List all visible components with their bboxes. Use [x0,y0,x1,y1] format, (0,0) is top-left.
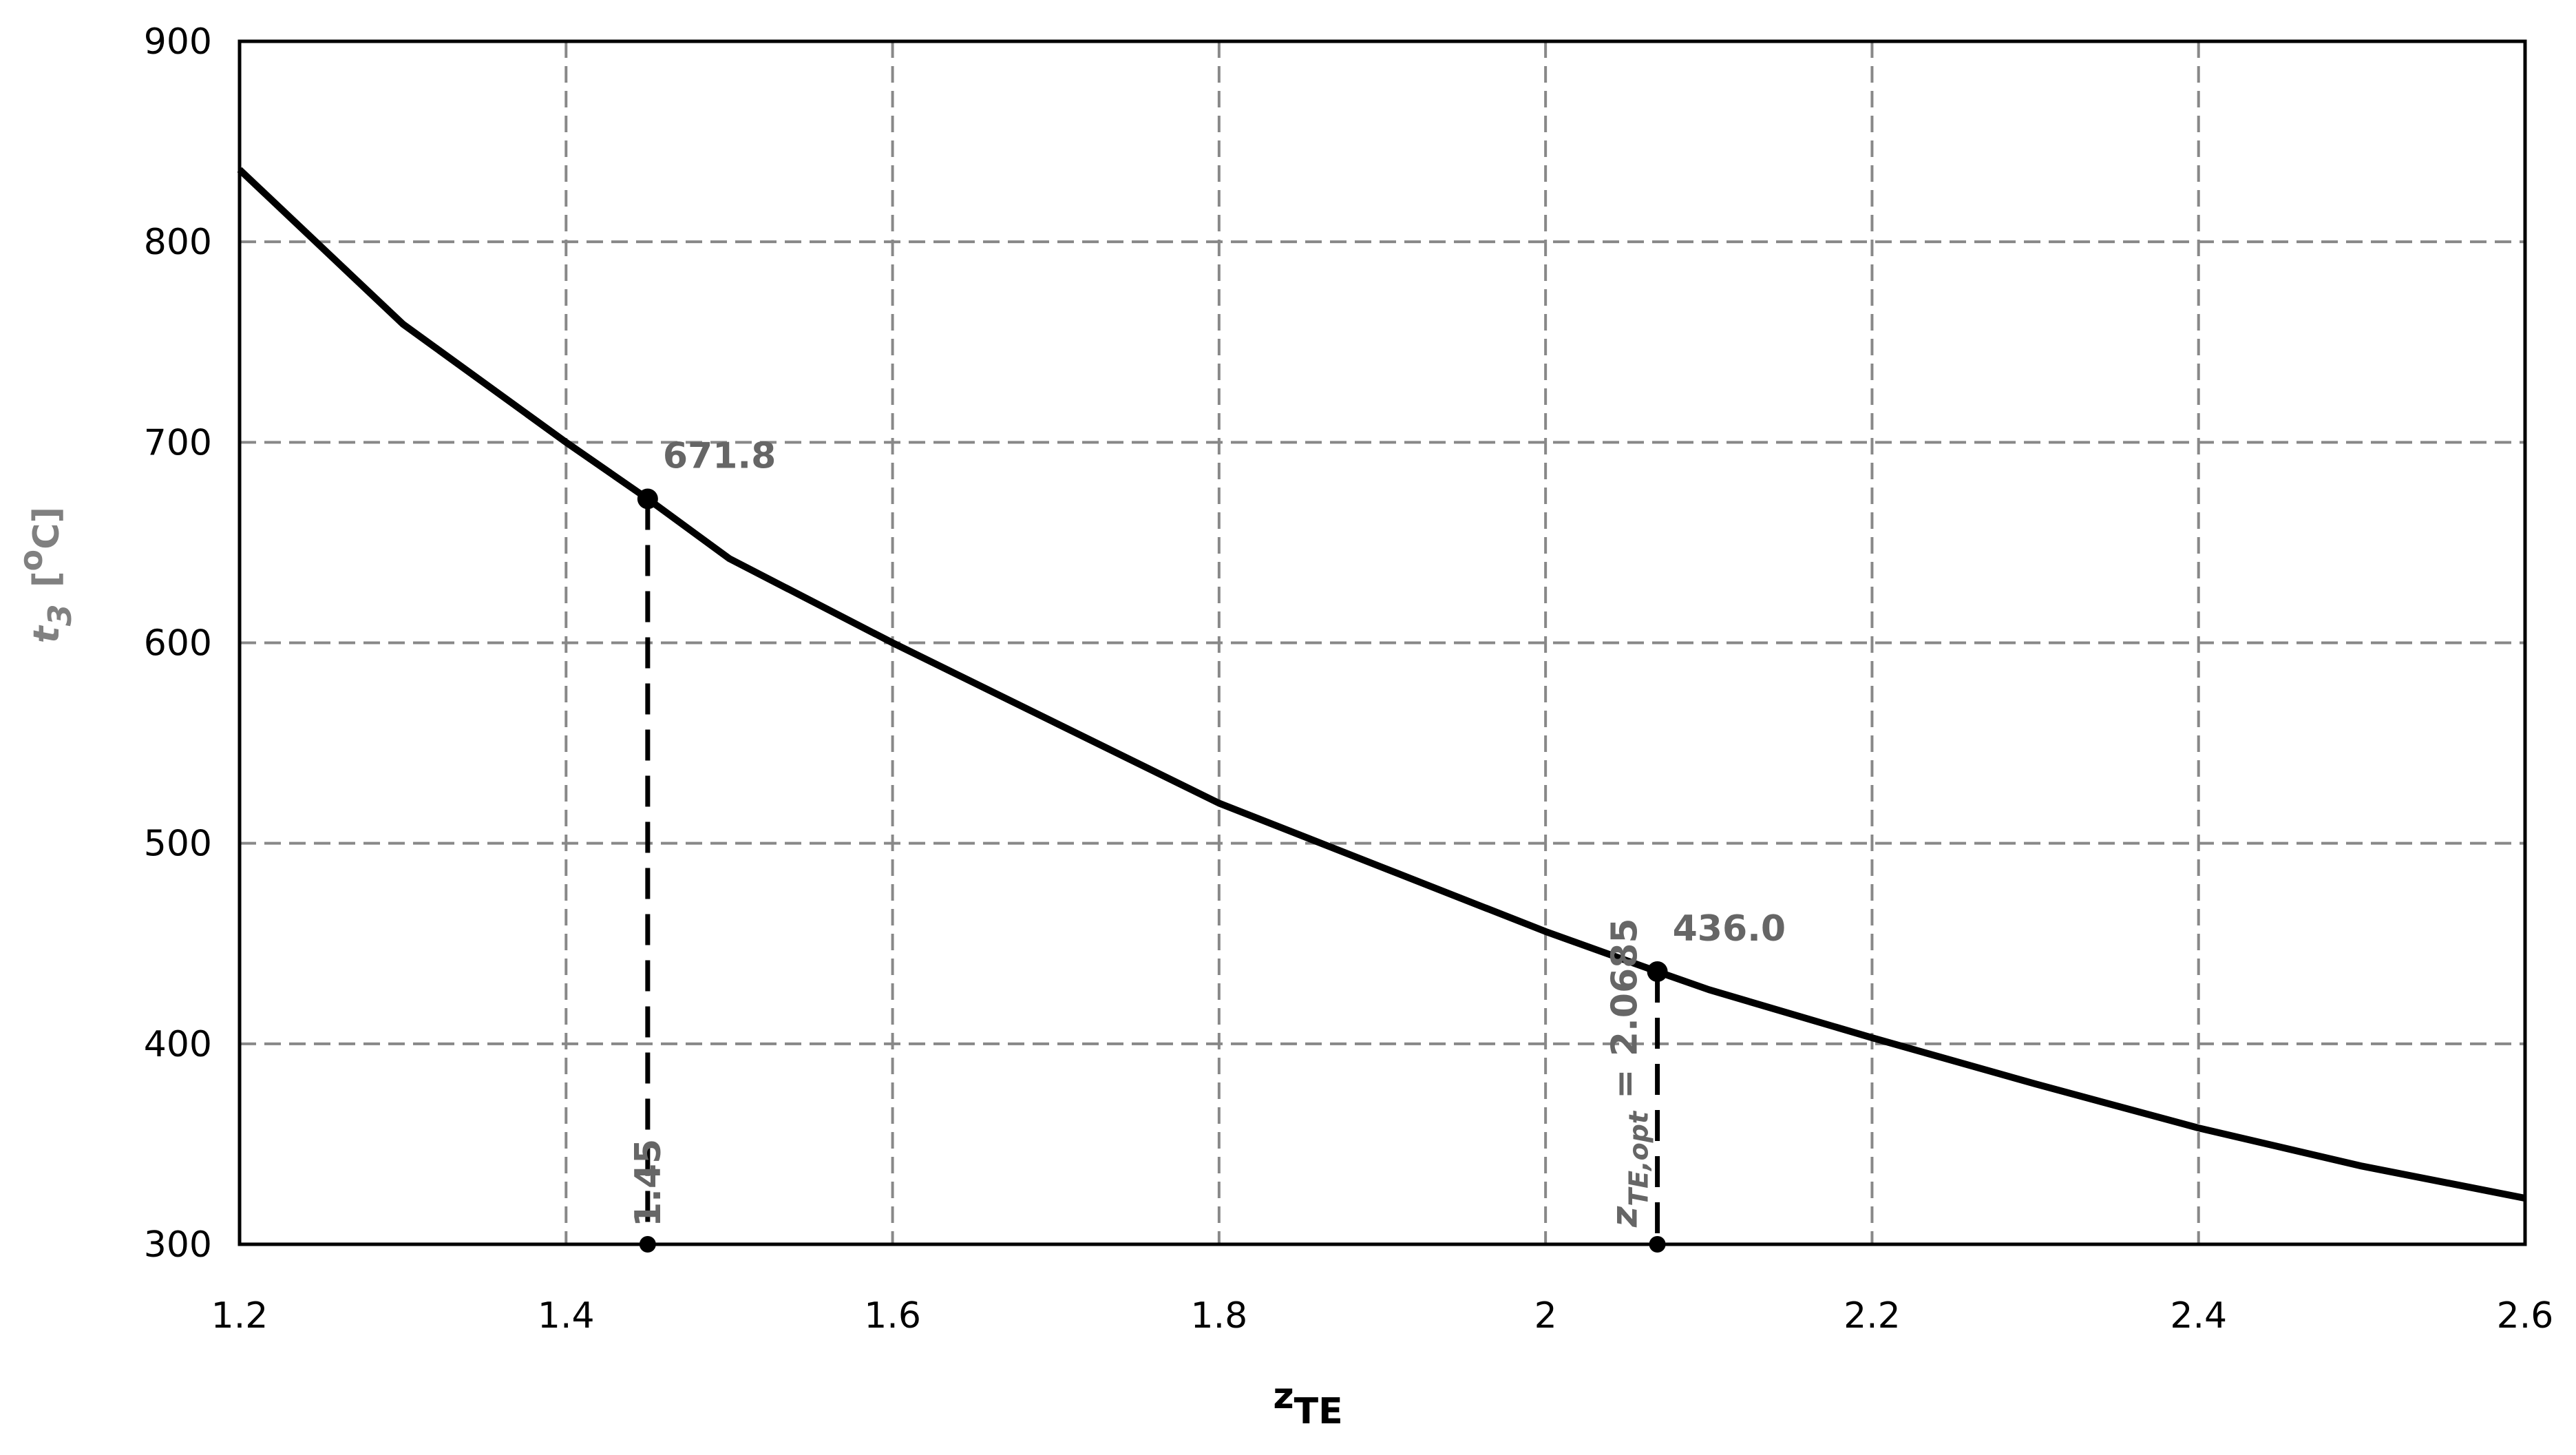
x-tick-label: 1.2 [211,1295,268,1337]
x-tick-label: 1.8 [1191,1295,1248,1337]
y-axis-title-unit-sup: o [12,549,50,572]
y-tick-label: 600 [144,623,212,664]
x-axis-title-sub: TE [1294,1391,1343,1432]
point-marker [1647,961,1668,983]
y-tick-label: 700 [144,422,212,463]
point-x-label-part: TE,opt [1624,1110,1654,1206]
point-x-label: 1.45 [628,1139,669,1227]
point-value-label: 671.8 [663,435,776,477]
y-tick-label: 900 [144,21,212,63]
x-tick-label: 1.4 [538,1295,595,1337]
point-x-label: zTE,opt = 2.0685 [1605,918,1654,1228]
x-tick-label: 1.6 [864,1295,921,1337]
point-marker [637,488,658,510]
x-tick-label: 2 [1534,1295,1557,1337]
x-axis-title-main: z [1273,1376,1294,1417]
point-x-label-part: 1.45 [628,1139,669,1227]
point-x-label-part: z [1605,1206,1646,1228]
point-value-label: 436.0 [1673,908,1786,950]
y-tick-label: 800 [144,222,212,263]
axis-marker [1649,1236,1666,1253]
y-axis-title-sub: 3 [41,604,78,626]
data-line [237,167,2526,1202]
plot-frame [237,39,2527,1246]
y-axis-title-main: t [26,625,67,643]
y-tick-label: 400 [144,1024,212,1065]
point-x-label-part: = 2.0685 [1605,918,1646,1111]
y-tick-label: 500 [144,824,212,865]
x-tick-label: 2.4 [2170,1295,2227,1337]
x-tick-label: 2.6 [2497,1295,2554,1337]
y-axis-title-unit: C] [26,507,67,549]
x-axis-title: zTE [1273,1376,1342,1432]
axis-marker [639,1236,656,1253]
y-axis-title-unit: [ [26,571,67,587]
x-tick-label: 2.2 [1844,1295,1901,1337]
y-axis-title: t3 [oC] [12,507,78,643]
y-tick-label: 300 [144,1224,212,1266]
